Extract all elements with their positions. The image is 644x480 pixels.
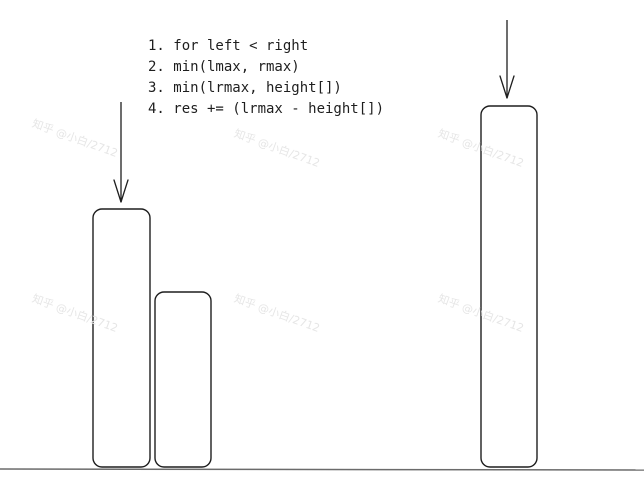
ground-line xyxy=(0,468,644,471)
bar-left-tall xyxy=(92,208,151,468)
arrow-left-pointer xyxy=(113,102,129,203)
bar-right-tall xyxy=(480,105,538,468)
step-item: 2. min(lmax, rmax) xyxy=(148,59,300,75)
algorithm-steps: 1. for left < right 2. min(lmax, rmax) 3… xyxy=(148,36,384,120)
step-item: 3. min(lrmax, height[]) xyxy=(148,80,342,96)
step-item: 4. res += (lrmax - height[]) xyxy=(148,101,385,117)
arrow-right-pointer xyxy=(499,20,515,99)
step-item: 1. for left < right xyxy=(148,38,309,54)
bar-left-short xyxy=(154,291,212,468)
